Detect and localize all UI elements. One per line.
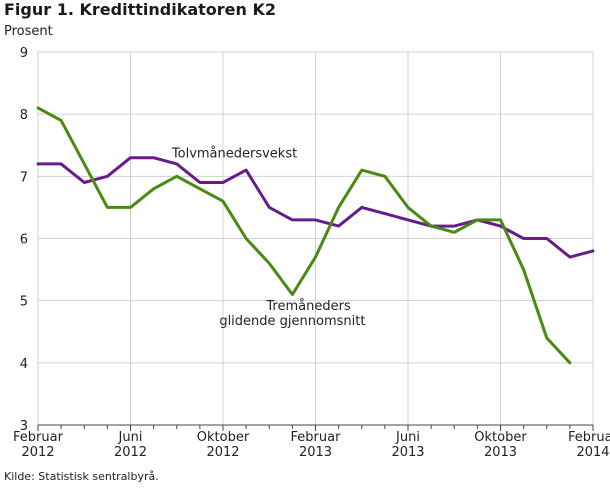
y-tick-label: 5 [20, 295, 28, 310]
series-line-tolvmanedersvekst [36, 156, 595, 259]
annotation-tremaneders-line1: Tremåneders [265, 299, 351, 314]
series-line-tremaneders [36, 106, 572, 365]
annotation-tremaneders-line2: glidende gjennomsnitt [219, 314, 365, 329]
x-tick-label-month: Juni [118, 430, 143, 445]
source-note: Kilde: Statistisk sentralbyrå. [4, 470, 159, 483]
x-tick-label-year: 2013 [484, 445, 517, 460]
y-tick-label: 3 [20, 419, 28, 434]
chart-title: Figur 1. Kredittindikatoren K2 [4, 0, 276, 19]
x-tick-label-year: 2012 [21, 445, 54, 460]
x-tick-label-month: Februar [568, 430, 610, 445]
x-tick-label-year: 2014 [576, 445, 609, 460]
y-tick-label: 4 [20, 357, 28, 372]
x-tick-label-month: Februar [13, 430, 64, 445]
x-tick-label-month: Oktober [197, 430, 250, 445]
y-tick-label: 7 [20, 170, 28, 185]
x-tick-label-year: 2013 [391, 445, 424, 460]
annotation-tolvmanedersvekst: Tolvmånedersvekst [171, 147, 297, 162]
x-tick-label-month: Oktober [474, 430, 527, 445]
x-tick-label-month: Februar [291, 430, 342, 445]
y-tick-label: 6 [20, 233, 28, 248]
y-tick-label: 9 [20, 46, 28, 61]
x-tick-label-year: 2013 [299, 445, 332, 460]
y-axis-label: Prosent [4, 24, 53, 39]
x-tick-label-year: 2012 [114, 445, 147, 460]
y-tick-label: 8 [20, 108, 28, 123]
x-tick-label-month: Juni [395, 430, 420, 445]
x-tick-label-year: 2012 [206, 445, 239, 460]
